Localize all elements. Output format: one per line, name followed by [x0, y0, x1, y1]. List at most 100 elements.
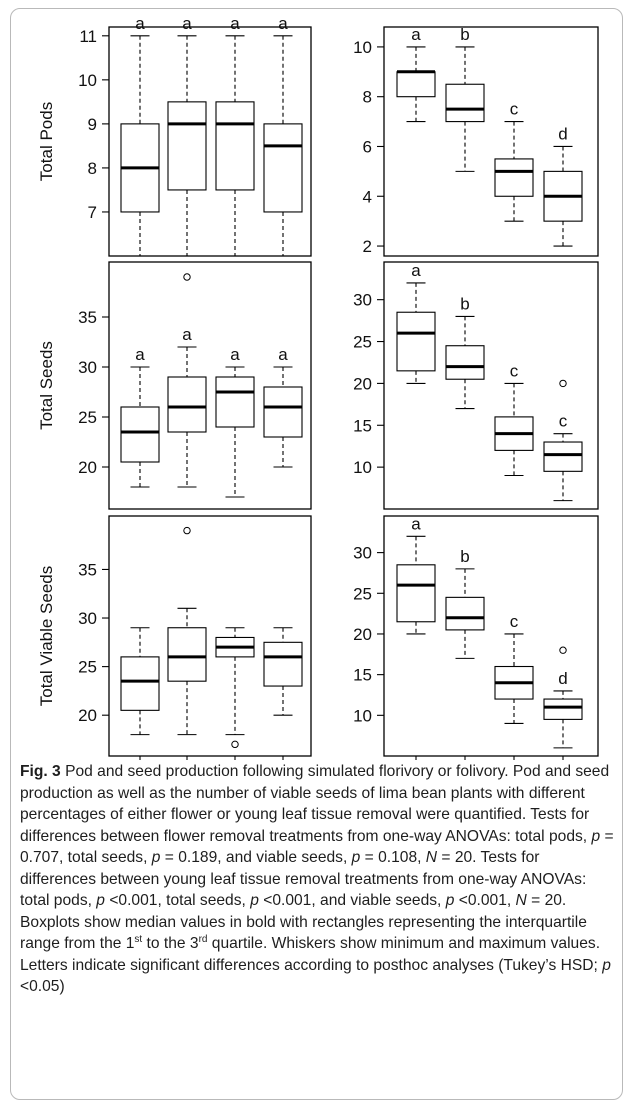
caption-text: = 20. Tests for differences between youn…	[20, 849, 587, 909]
box-25%: a	[167, 273, 207, 488]
significance-letter: a	[230, 14, 240, 33]
y-tick-label: 15	[353, 416, 372, 435]
significance-letter: a	[230, 345, 240, 364]
y-tick-label: 11	[79, 27, 97, 46]
iqr-box	[445, 345, 485, 380]
y-tick-label: 30	[78, 358, 97, 377]
y-tick-label: 20	[353, 625, 372, 644]
significance-letter: a	[135, 345, 145, 364]
caption-text: quartile. Whiskers show minimum and maxi…	[20, 935, 603, 974]
box-33%: b	[445, 25, 485, 172]
iqr-box	[494, 158, 534, 197]
caption-text: = 0.189, and viable seeds,	[160, 849, 352, 866]
iqr-box	[396, 71, 436, 98]
iqr-box	[396, 564, 436, 623]
chart-panel-2: 2 4 6 8 10 a b c d	[353, 25, 599, 257]
y-tick-label: 20	[78, 458, 97, 477]
box-0%: a	[396, 514, 436, 635]
outlier-point	[183, 526, 191, 535]
y-axis-label: Total Pods	[37, 102, 56, 181]
y-tick-label: 15	[353, 666, 372, 685]
y-tick-label: 25	[78, 408, 97, 427]
plot-area	[108, 261, 312, 510]
iqr-box	[120, 406, 160, 463]
iqr-box	[543, 698, 583, 720]
y-tick-label: 10	[353, 706, 372, 725]
caption-p-symbol: p	[151, 849, 161, 866]
iqr-box	[215, 376, 255, 428]
significance-letter: c	[559, 412, 568, 431]
box-25%: a	[167, 14, 207, 257]
y-tick-label: 25	[353, 333, 372, 352]
caption-superscript: rd	[198, 933, 208, 945]
significance-letter: a	[278, 345, 288, 364]
y-tick-label: 25	[353, 584, 372, 603]
y-tick-label: 25	[78, 658, 97, 677]
chart-panel-6: 1015202530abcd0%33%50%66%Young Leaf Tiss…	[353, 514, 599, 760]
plot-area	[383, 26, 599, 257]
box-75%: a	[263, 345, 303, 468]
box-50%: c	[494, 361, 534, 477]
box-75%: a	[263, 14, 303, 257]
box-0%: a	[396, 261, 436, 384]
iqr-box	[167, 627, 207, 682]
box-0%: a	[120, 14, 160, 257]
figure-frame	[10, 8, 623, 1100]
y-tick-label: 10	[78, 71, 97, 90]
significance-letter: c	[510, 612, 519, 631]
iqr-box	[167, 376, 207, 433]
figure-label: Fig. 3	[20, 763, 61, 780]
y-tick-label: 4	[363, 187, 372, 206]
chart-panel-1: 7 8 9 10 11 Total Pods a a a a	[37, 14, 312, 257]
iqr-box	[445, 596, 485, 631]
outlier-point	[559, 646, 567, 654]
caption-p-symbol: p	[96, 892, 105, 909]
caption-superscript: st	[134, 933, 143, 945]
box-50%: c	[494, 612, 534, 725]
significance-letter: a	[135, 14, 145, 33]
significance-letter: d	[558, 124, 567, 143]
caption-p-symbol: p	[591, 827, 601, 845]
box-50%: a	[215, 345, 255, 498]
iqr-box	[215, 101, 255, 191]
caption-text: <0.001, total seeds,	[104, 892, 251, 909]
caption-text: <0.05)	[20, 978, 65, 995]
y-tick-label: 10	[353, 38, 372, 57]
significance-letter: b	[460, 25, 469, 44]
caption-p-symbol: p	[250, 892, 259, 909]
y-tick-label: 30	[78, 609, 97, 628]
caption-text: Pod and seed production as well as the n…	[20, 763, 610, 845]
box-0%: a	[396, 25, 436, 123]
box-50%: c	[494, 100, 534, 222]
significance-letter: a	[278, 14, 288, 33]
box-33%: b	[445, 294, 485, 410]
iqr-box	[445, 83, 485, 123]
y-tick-label: 8	[88, 159, 97, 178]
box-0%: a	[120, 345, 160, 488]
plot-area	[383, 515, 599, 757]
caption-title: Pod and seed production following simula…	[60, 763, 509, 780]
box-0%	[120, 627, 160, 736]
significance-letter: a	[411, 261, 421, 280]
caption-text: = 0.707, total seeds,	[20, 827, 614, 867]
significance-letter: c	[510, 100, 519, 119]
box-66%: d	[543, 646, 583, 749]
caption-text: <0.001,	[454, 892, 516, 909]
y-tick-label: 7	[88, 203, 97, 222]
y-tick-label: 20	[78, 706, 97, 725]
plot-area	[108, 26, 312, 257]
box-50%	[215, 627, 255, 749]
y-tick-label: 8	[363, 88, 372, 107]
significance-letter: a	[411, 25, 421, 44]
caption-p-symbol: p	[445, 892, 455, 909]
y-tick-label: 30	[353, 291, 372, 310]
box-33%: b	[445, 547, 485, 659]
significance-letter: a	[182, 14, 192, 33]
significance-letter: a	[182, 325, 192, 344]
caption-text: <0.001, and viable seeds,	[258, 892, 446, 909]
significance-letter: d	[558, 669, 567, 688]
y-tick-label: 6	[363, 137, 372, 156]
caption-text: = 20. Boxplots show median values in bol…	[20, 892, 587, 952]
chart-panel-3: 20 25 30 35 Total Seeds a a a a	[37, 261, 312, 510]
